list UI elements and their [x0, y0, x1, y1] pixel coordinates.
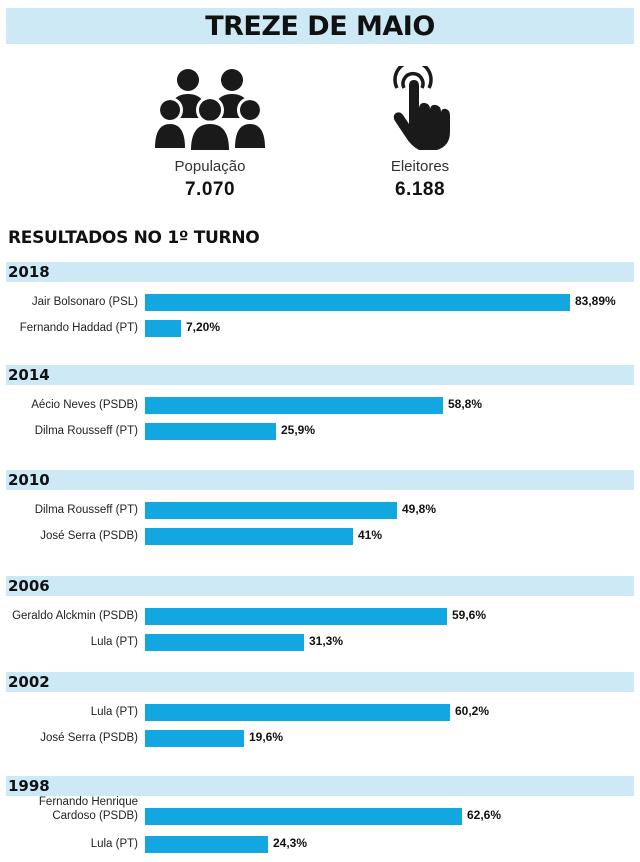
- candidate-label-line: Fernando Haddad (PT): [19, 322, 138, 334]
- result-bar: [145, 319, 181, 337]
- year-label: 1998: [8, 777, 50, 795]
- result-bar: [145, 293, 570, 311]
- candidate-label-line: José Serra (PSDB): [40, 732, 138, 744]
- year-band: [6, 365, 634, 385]
- result-bar: [145, 633, 304, 651]
- section-title: RESULTADOS NO 1º TURNO: [8, 228, 260, 248]
- bar-value-label: 62,6%: [467, 808, 502, 822]
- people-group-icon: [155, 69, 265, 152]
- result-bar: [145, 835, 268, 853]
- candidate-label-line: Cardoso (PSDB): [52, 810, 138, 822]
- candidate-label-line: Jair Bolsonaro (PSL): [31, 296, 138, 308]
- candidate-label-line: Fernando Henrique: [38, 796, 138, 808]
- page-title: TREZE DE MAIO: [205, 10, 435, 42]
- voters-value: 6.188: [394, 179, 446, 200]
- bar-value-label: 41%: [358, 528, 383, 542]
- candidate-label: Fernando Henrique Cardoso (PSDB): [39, 795, 138, 823]
- candidate-label-line: Dilma Rousseff (PT): [34, 425, 138, 437]
- bar-value-label: 7,20%: [186, 320, 221, 334]
- result-bar: [145, 501, 397, 519]
- bar-value-label: 31,3%: [309, 634, 344, 648]
- candidate-label: Geraldo Alckmin (PSDB): [12, 609, 138, 623]
- year-band: [6, 576, 634, 596]
- candidate-label: Fernando Haddad (PT): [20, 321, 138, 335]
- candidate-label-line: Lula (PT): [90, 636, 138, 648]
- year-band: [6, 262, 634, 282]
- bar-value-label: 19,6%: [249, 730, 284, 744]
- population-stat: População 7.070: [140, 66, 280, 201]
- title-band: TREZE DE MAIO: [6, 8, 634, 44]
- year-band: [6, 776, 634, 796]
- candidate-label-line: José Serra (PSDB): [40, 530, 138, 542]
- bar-value-label: 25,9%: [281, 423, 316, 437]
- result-bar: [145, 703, 450, 721]
- voters-stat: Eleitores 6.188: [360, 66, 480, 201]
- touch-hand-icon: [393, 66, 450, 150]
- year-label: 2006: [8, 577, 50, 595]
- candidate-label: José Serra (PSDB): [40, 731, 138, 745]
- candidate-label: Lula (PT): [91, 635, 138, 649]
- bar-value-label: 60,2%: [455, 704, 490, 718]
- candidate-label: Dilma Rousseff (PT): [35, 424, 138, 438]
- bar-value-label: 83,89%: [575, 294, 616, 308]
- candidate-label: José Serra (PSDB): [40, 529, 138, 543]
- bar-value-label: 49,8%: [402, 502, 437, 516]
- candidate-label-line: Lula (PT): [90, 706, 138, 718]
- candidate-label-line: Geraldo Alckmin (PSDB): [12, 610, 138, 622]
- population-value: 7.070: [184, 179, 236, 200]
- bar-value-label: 59,6%: [452, 608, 487, 622]
- results-chart: 2018 Jair Bolsonaro (PSL) 83,89% Fernando H…: [0, 262, 640, 862]
- result-bar: [145, 807, 462, 825]
- population-label: População: [174, 158, 246, 175]
- year-band: [6, 470, 634, 490]
- candidate-label: Lula (PT): [91, 705, 138, 719]
- bar-value-label: 24,3%: [273, 836, 308, 850]
- result-bar: [145, 396, 443, 414]
- year-label: 2002: [8, 673, 50, 691]
- year-label: 2010: [8, 471, 50, 489]
- result-bar: [145, 422, 276, 440]
- bar-value-label: 58,8%: [448, 397, 483, 411]
- candidate-label-line: Lula (PT): [90, 838, 138, 850]
- result-bar: [145, 607, 447, 625]
- year-band: [6, 672, 634, 692]
- candidate-label: Aécio Neves (PSDB): [31, 398, 138, 412]
- year-label: 2014: [8, 366, 50, 384]
- candidate-label: Dilma Rousseff (PT): [35, 503, 138, 517]
- result-bar: [145, 729, 244, 747]
- year-label: 2018: [8, 263, 50, 281]
- candidate-label: Jair Bolsonaro (PSL): [32, 295, 138, 309]
- result-bar: [145, 527, 353, 545]
- candidate-label-line: Dilma Rousseff (PT): [34, 504, 138, 516]
- candidate-label-line: Aécio Neves (PSDB): [31, 399, 138, 411]
- voters-label: Eleitores: [390, 158, 450, 175]
- candidate-label: Lula (PT): [91, 837, 138, 851]
